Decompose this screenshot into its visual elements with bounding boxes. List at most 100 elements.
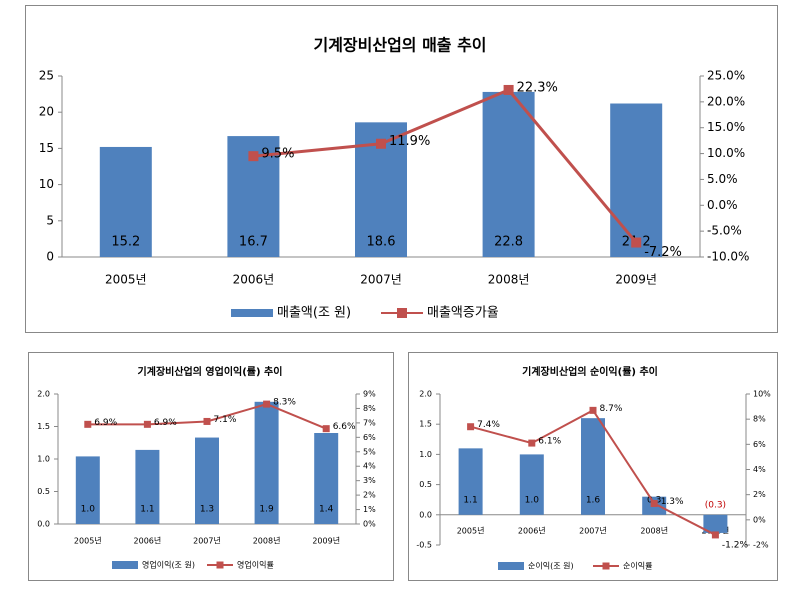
bar: [99, 146, 152, 257]
line-marker: [589, 406, 597, 414]
chart-title: 기계장비산업의 순이익(률) 추이: [522, 365, 658, 378]
x-tick-label: 2007년: [579, 526, 607, 536]
y2-tick-label: 25.0%: [707, 69, 745, 83]
line-marker: [467, 423, 475, 431]
line-marker: [248, 151, 259, 162]
legend-swatch: [231, 309, 273, 317]
chart-title: 기계장비산업의 매출 추이: [313, 36, 486, 55]
bar-value-label: 1.0: [525, 495, 540, 505]
y2-tick-label: 1%: [363, 505, 376, 514]
y2-tick-label: 3%: [363, 476, 376, 485]
legend-swatch: [397, 308, 407, 318]
y-tick-label: 2.0: [37, 390, 50, 399]
y-tick-label: 5: [46, 213, 54, 227]
legend-label: 영업이익률: [237, 560, 274, 570]
legend-swatch: [112, 561, 138, 569]
bar-value-label: 1.0: [81, 505, 96, 515]
bar: [610, 103, 663, 258]
line-value-label: 7.4%: [477, 420, 500, 430]
y-tick-label: 10: [39, 177, 54, 191]
y-tick-label: 1.0: [419, 450, 432, 459]
bar-value-label: (0.3): [705, 500, 726, 510]
y-tick-label: 25: [39, 69, 54, 83]
line-marker: [650, 499, 658, 507]
y-tick-label: 0: [46, 250, 54, 264]
bar-value-label: 1.3: [200, 505, 214, 515]
x-tick-label: 2007년: [360, 273, 402, 287]
x-tick-label: 2008년: [253, 536, 281, 546]
y2-tick-label: 15.0%: [707, 120, 745, 134]
bar: [135, 449, 160, 524]
y2-tick-label: 5%: [363, 447, 376, 456]
y2-tick-label: 4%: [363, 462, 376, 471]
line-marker: [143, 420, 151, 428]
bar: [519, 454, 544, 515]
line: [253, 88, 638, 244]
line-value-label: 1.3%: [661, 497, 684, 507]
y-tick-label: 0.0: [419, 510, 432, 519]
bar: [254, 401, 279, 524]
bar: [458, 448, 483, 515]
x-tick-label: 2005년: [105, 273, 147, 287]
bar-value-label: 16.7: [239, 235, 268, 250]
y2-tick-label: 10.0%: [707, 146, 745, 160]
y2-tick-label: 6%: [363, 433, 376, 442]
y2-tick-label: 6%: [753, 440, 766, 449]
bar-value-label: 22.8: [494, 235, 523, 250]
line-value-label: 6.1%: [538, 437, 561, 447]
y2-tick-label: 9%: [363, 390, 376, 399]
bar-value-label: 1.4: [319, 505, 334, 515]
legend-swatch: [216, 561, 224, 569]
y2-tick-label: 10%: [753, 390, 771, 399]
line-value-label: -7.2%: [644, 245, 682, 260]
y2-tick-label: -5.0%: [707, 224, 742, 238]
legend-label: 영업이익(조 원): [142, 560, 195, 570]
y2-tick-label: 7%: [363, 418, 376, 427]
x-tick-label: 2006년: [518, 526, 546, 536]
bar: [195, 437, 219, 524]
line-value-label: 7.1%: [214, 415, 237, 425]
line-value-label: 11.9%: [389, 134, 430, 149]
line-marker: [263, 400, 271, 408]
line-marker: [203, 417, 211, 425]
x-tick-label: 2006년: [233, 273, 275, 287]
y-tick-label: 1.5: [37, 422, 50, 431]
y2-tick-label: -10.0%: [707, 250, 749, 264]
line-marker: [711, 531, 719, 539]
line-value-label: 8.7%: [600, 404, 623, 414]
line-marker: [84, 420, 92, 428]
line-marker: [528, 439, 536, 447]
legend-swatch: [498, 562, 524, 570]
bar: [482, 91, 535, 257]
legend-swatch: [602, 562, 610, 570]
x-tick-label: 2009년: [312, 536, 340, 546]
line-marker: [376, 138, 386, 149]
x-tick-label: 2007년: [193, 536, 221, 546]
line-value-label: 6.9%: [94, 418, 117, 428]
y2-tick-label: 2%: [753, 490, 766, 499]
line-marker: [631, 237, 642, 248]
chart-title: 기계장비산업의 영업이익(률) 추이: [138, 365, 283, 378]
x-tick-label: 2008년: [488, 273, 530, 287]
y2-tick-label: 0.0%: [707, 198, 738, 212]
bar-value-label: 1.9: [259, 505, 274, 515]
legend-label: 매출액증가율: [427, 306, 499, 321]
y2-tick-label: -2%: [753, 541, 769, 550]
line-value-label: 6.6%: [333, 422, 356, 432]
bar-value-label: 1.1: [463, 495, 477, 505]
line-value-label: 6.9%: [154, 418, 177, 428]
line-value-label: 22.3%: [517, 80, 558, 95]
y-tick-label: 2.0: [419, 390, 432, 399]
legend-label: 매출액(조 원): [277, 306, 351, 321]
y2-tick-label: 8%: [753, 415, 766, 424]
y-tick-label: 1.5: [419, 420, 432, 429]
line-value-label: -1.2%: [722, 540, 749, 550]
line-value-label: 9.5%: [261, 147, 294, 162]
bar-value-label: 1.6: [586, 495, 601, 505]
y-tick-label: 0.0: [37, 520, 50, 529]
bar: [581, 418, 605, 515]
legend-label: 순이익률: [623, 561, 652, 571]
bar: [314, 433, 339, 524]
line-marker: [322, 425, 330, 433]
